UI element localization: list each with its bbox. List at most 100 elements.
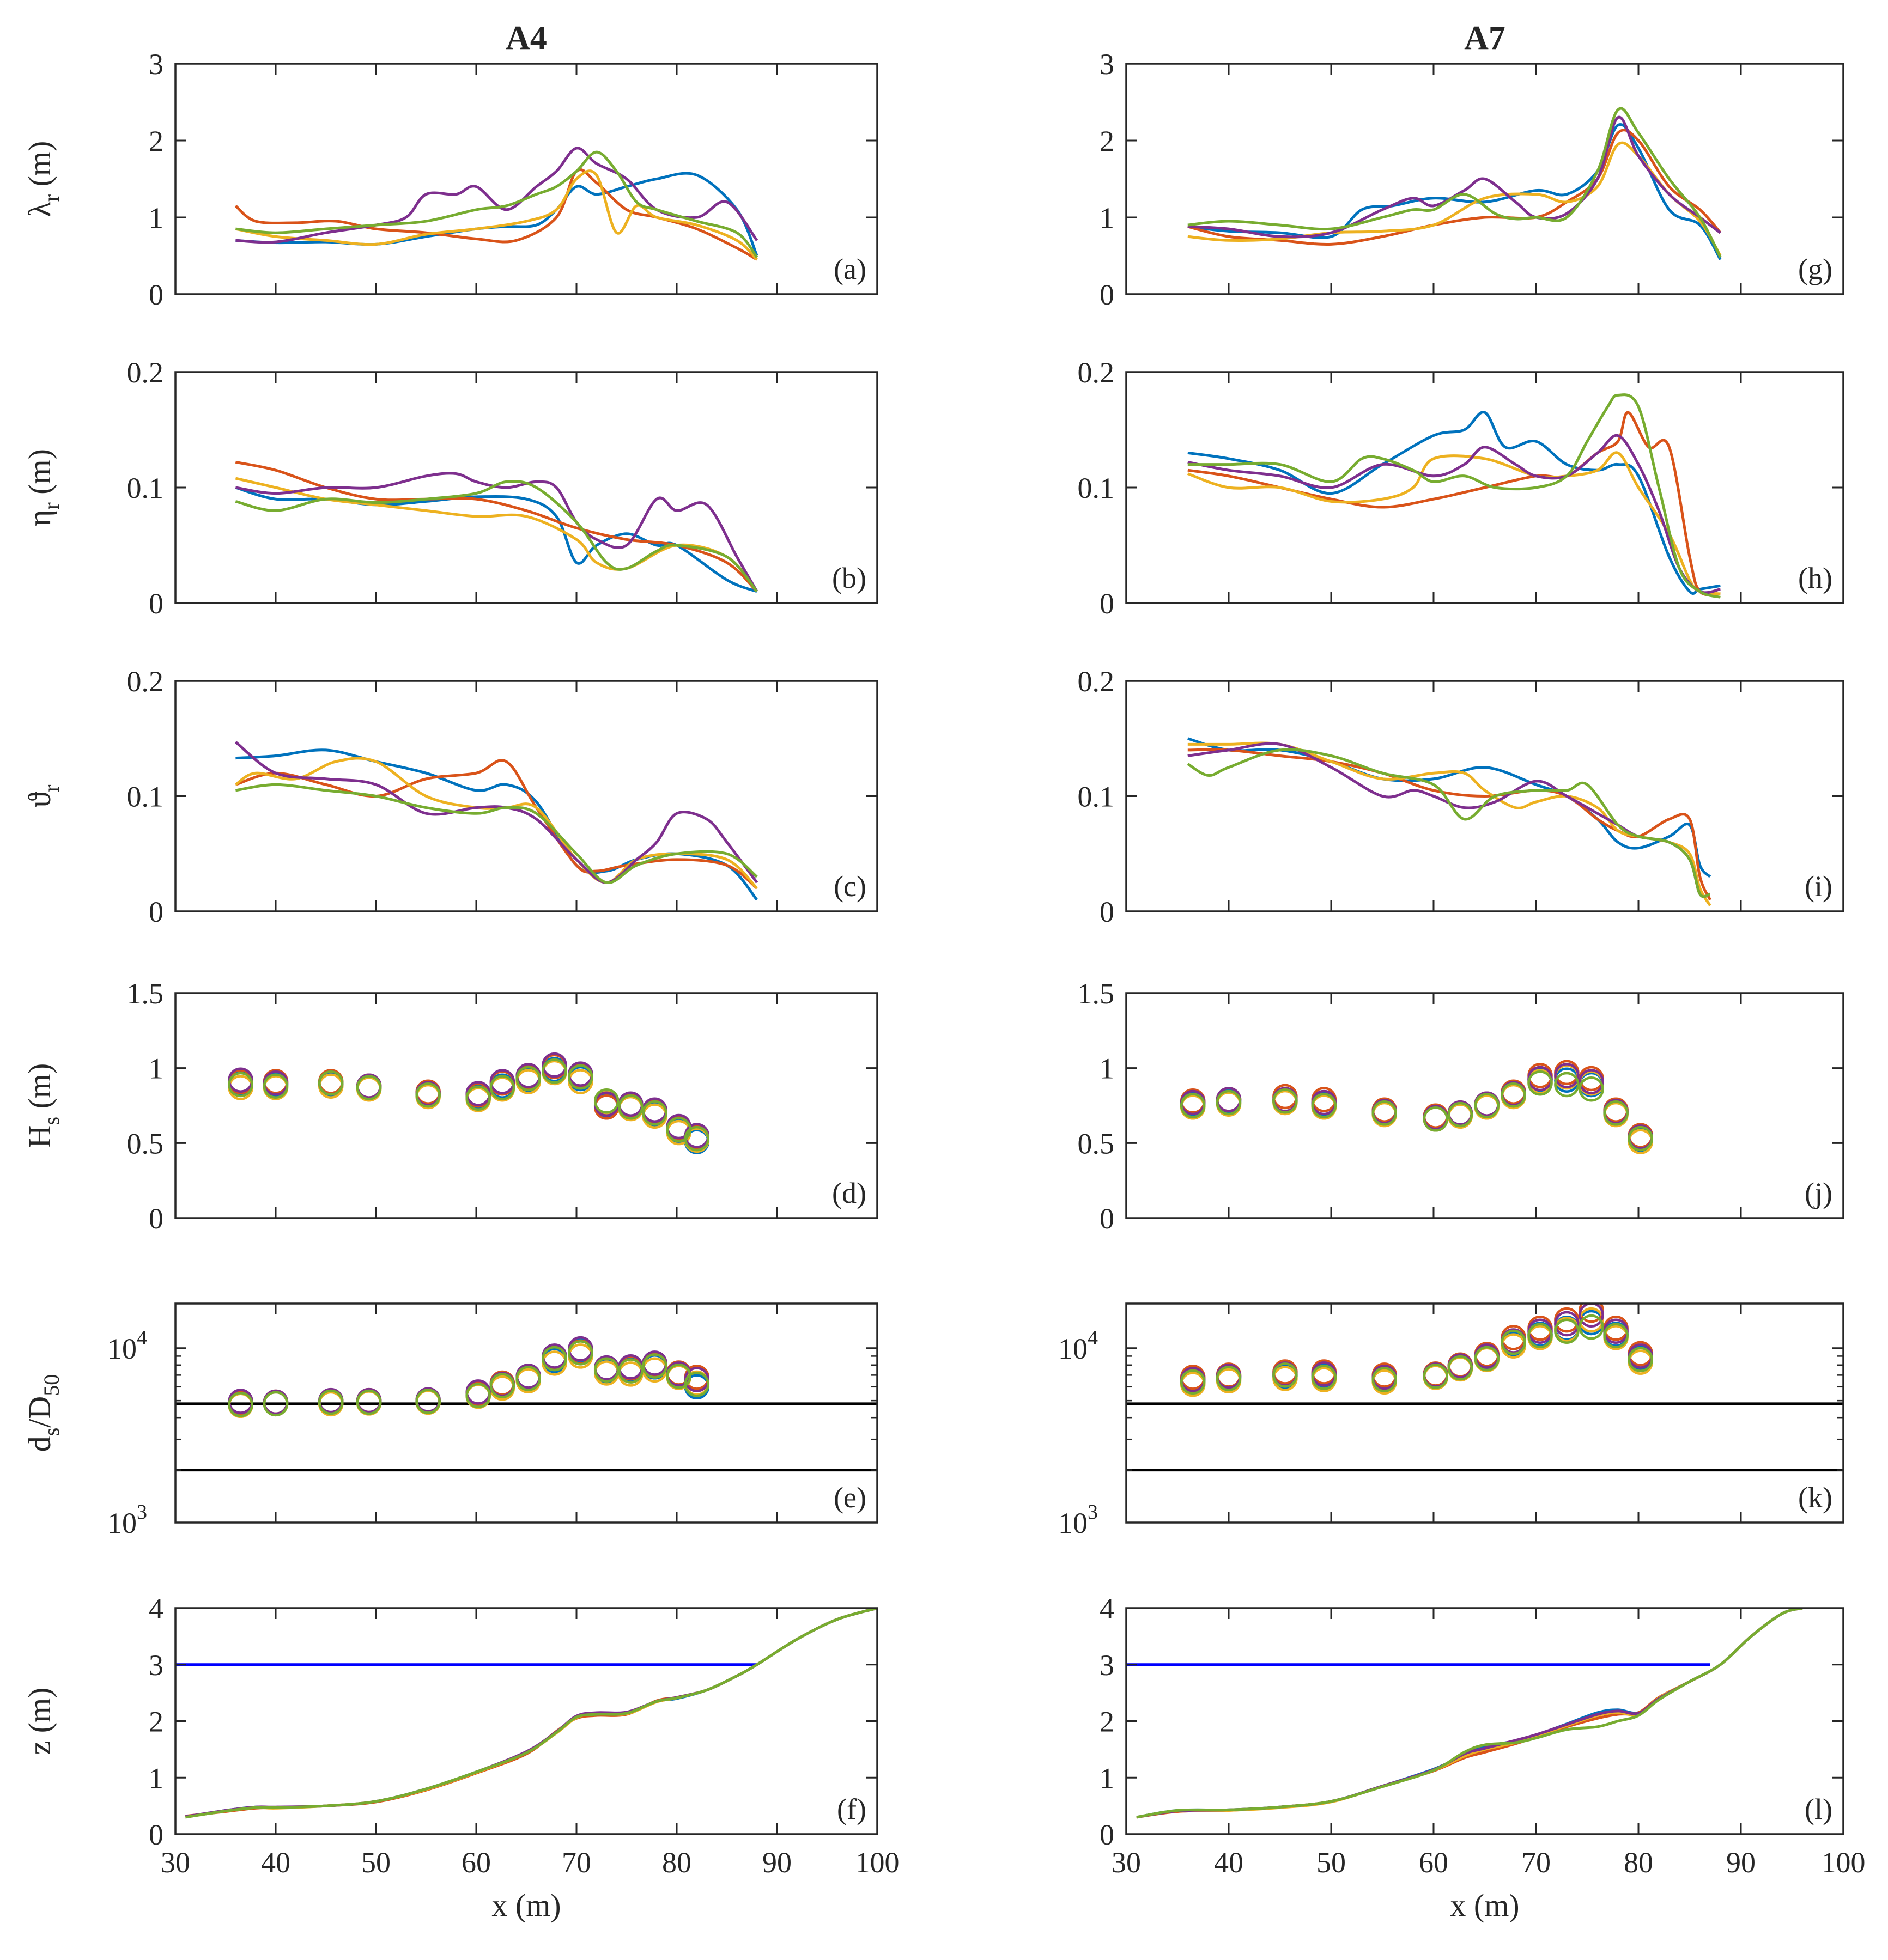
y-axis-label-ds: ds/D50 [22, 1374, 64, 1452]
panel-label: (k) [1798, 1481, 1832, 1514]
data-point [642, 1353, 667, 1379]
panel-label: (j) [1805, 1177, 1832, 1209]
y-tick-label: 2 [149, 125, 163, 157]
data-point [1501, 1329, 1526, 1355]
panel-label: (d) [832, 1177, 866, 1209]
data-point [1554, 1311, 1580, 1337]
data-point [356, 1389, 382, 1415]
x-tick-label: 50 [361, 1846, 391, 1879]
plot-area [235, 460, 758, 593]
y-tick-label: 0.2 [127, 665, 164, 698]
series-line-5 [235, 783, 758, 884]
data-point [1311, 1365, 1337, 1390]
series-line-2 [1187, 411, 1721, 596]
y-tick-label: 0.1 [1078, 472, 1115, 504]
panel-a4-z: 30 40 50 60 70 80 90 100 0 1 2 3 4 (f) z (m) x (m) [22, 1592, 900, 1923]
data-point [542, 1346, 567, 1372]
data-point [489, 1069, 515, 1094]
y-tick-label: 0 [1100, 278, 1114, 311]
data-point [1628, 1125, 1654, 1152]
data-point [515, 1066, 541, 1092]
plot-area [1187, 107, 1722, 260]
y-tick-label: 103 [107, 1501, 147, 1539]
y-tick-label: 0 [149, 1818, 163, 1851]
y-tick-label: 3 [149, 1649, 163, 1682]
data-point [568, 1340, 593, 1366]
data-point [415, 1389, 441, 1414]
x-tick-label: 30 [1112, 1846, 1141, 1879]
axes-box [1125, 1302, 1844, 1524]
panel-label: (a) [834, 253, 866, 285]
x-tick-label: 40 [261, 1846, 290, 1879]
y-tick-label: 0 [1100, 587, 1114, 620]
series-line-3 [1136, 1608, 1803, 1819]
series-line-1 [185, 1608, 877, 1819]
x-tick-label: 100 [855, 1846, 900, 1879]
y-tick-label: 1 [1100, 202, 1114, 234]
y-tick-label: 2 [1100, 1706, 1114, 1738]
data-point [1554, 1063, 1580, 1088]
series-line-2 [235, 460, 758, 593]
y-tick-label: 0 [149, 896, 163, 928]
data-point [263, 1391, 289, 1417]
plot-area [1187, 393, 1721, 599]
y-tick-label: 1 [149, 1762, 163, 1794]
y-tick-label: 1 [1100, 1762, 1114, 1794]
y-tick-label: 3 [1100, 1649, 1114, 1682]
y-axis-label-lambda: λr (m) [22, 141, 64, 217]
y-tick-label: 0.1 [127, 781, 164, 813]
series-line-5 [235, 480, 758, 593]
series-line-2 [1136, 1608, 1803, 1819]
y-tick-label: 2 [1100, 125, 1114, 157]
data-point [1180, 1369, 1206, 1395]
y-axis-label-eta: ηr (m) [22, 449, 64, 526]
y-tick-label: 0 [149, 587, 163, 620]
data-point [415, 1082, 441, 1108]
panel-label: (b) [832, 562, 866, 594]
series-line-3 [235, 169, 758, 261]
y-tick-label: 0.2 [1078, 356, 1115, 389]
data-point [1272, 1088, 1298, 1114]
y-tick-label: 0.2 [1078, 665, 1115, 698]
data-point [1180, 1093, 1206, 1118]
data-point [1527, 1070, 1553, 1096]
data-point [1579, 1304, 1604, 1328]
data-point [542, 1052, 567, 1078]
plot-area [234, 147, 758, 261]
y-tick-label: 3 [149, 48, 163, 81]
y-tick-label: 0 [149, 1202, 163, 1235]
panel-label: (c) [834, 870, 866, 903]
axes-box [174, 1607, 878, 1835]
y-tick-label: 4 [149, 1592, 163, 1625]
axes-box [1125, 992, 1844, 1219]
plot-area [175, 1608, 877, 1819]
data-point [465, 1383, 491, 1408]
data-point [618, 1358, 644, 1384]
y-tick-label: 0 [149, 278, 163, 311]
panel-a7-eta: 0 0.1 0.2 (h) [1078, 356, 1844, 620]
data-point [1554, 1318, 1580, 1344]
data-point [228, 1392, 253, 1417]
panel-a7-ds: 103 104 (k) [1058, 1302, 1844, 1539]
panel-a4-eta: 0 0.1 0.2 (b) ηr (m) [22, 356, 878, 620]
panel-label: (e) [834, 1481, 866, 1514]
y-tick-label: 3 [1100, 48, 1114, 81]
column-title-a4: A4 [506, 20, 547, 57]
series-line-1 [1187, 737, 1711, 878]
series-line-4 [234, 741, 758, 884]
y-tick-label: 0.5 [127, 1127, 164, 1160]
axes-box [174, 680, 878, 912]
panel-label: (f) [837, 1793, 866, 1825]
series-line-1 [1136, 1608, 1803, 1819]
series-line-4 [185, 1608, 877, 1818]
column-titles: A4 A7 [506, 20, 1505, 57]
data-point [318, 1389, 344, 1415]
x-tick-label: 100 [1822, 1846, 1866, 1879]
plot-area [1126, 1304, 1843, 1472]
panel-a7-lambda: 0 1 2 3 (g) [1100, 48, 1844, 311]
y-tick-label: 104 [107, 1326, 147, 1365]
panel-label: (g) [1798, 253, 1832, 285]
y-tick-label: 1 [149, 202, 163, 234]
panel-a7-z: 30 40 50 60 70 80 90 100 0 1 2 3 4 (l) x (m) [1100, 1592, 1866, 1923]
